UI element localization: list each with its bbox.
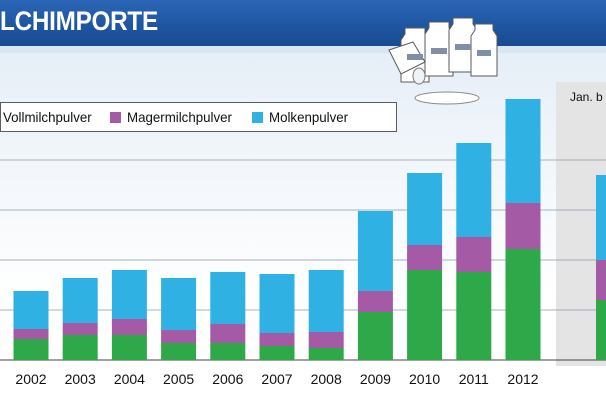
x-tick-label: 2002	[15, 371, 46, 387]
bar-partial-vollmilchpulver	[596, 300, 606, 360]
bar-molkenpulver-2006	[210, 272, 246, 324]
bar-vollmilchpulver-2010	[407, 270, 443, 360]
bar-partial-magermilchpulver	[596, 260, 606, 300]
bar-magermilchpulver-2009	[357, 291, 393, 312]
bar-magermilchpulver-2011	[456, 237, 492, 272]
x-tick-label: 2005	[163, 371, 194, 387]
bar-molkenpulver-2007	[259, 274, 295, 333]
x-tick-label: 2004	[114, 371, 145, 387]
bar-molkenpulver-2008	[308, 270, 344, 332]
bar-vollmilchpulver-2004	[111, 335, 147, 360]
partial-period-label: Jan. b	[570, 90, 603, 104]
legend-swatch-magermilchpulver	[110, 111, 122, 123]
x-tick-label: 2009	[360, 371, 391, 387]
bar-vollmilchpulver-2002	[13, 339, 49, 360]
legend-label: Molkenpulver	[268, 109, 348, 125]
bar-molkenpulver-2003	[62, 278, 98, 323]
bar-magermilchpulver-2002	[13, 329, 49, 339]
bar-vollmilchpulver-2005	[161, 343, 197, 360]
bar-molkenpulver-2004	[111, 270, 147, 319]
chart-title: LCHIMPORTE	[0, 6, 158, 36]
bar-molkenpulver-2002	[13, 291, 49, 329]
x-tick-label: 2010	[409, 371, 440, 387]
x-tick-label: 2008	[311, 371, 342, 387]
legend-swatch-molkenpulver	[251, 111, 263, 123]
x-tick-label: 2011	[459, 371, 489, 387]
bar-vollmilchpulver-2009	[357, 312, 393, 360]
bar-vollmilchpulver-2008	[308, 348, 344, 360]
x-tick-label: 2003	[65, 371, 96, 387]
bar-vollmilchpulver-2006	[210, 343, 246, 360]
chart-legend: Vollmilchpulver Magermilchpulver Molkenp…	[0, 102, 397, 132]
bar-magermilchpulver-2007	[259, 333, 295, 346]
bar-vollmilchpulver-2011	[456, 272, 492, 360]
legend-item-magermilchpulver: Magermilchpulver	[110, 109, 237, 125]
bar-molkenpulver-2005	[161, 278, 197, 330]
bar-molkenpulver-2011	[456, 143, 492, 237]
x-tick-label: 2006	[212, 371, 243, 387]
bar-magermilchpulver-2004	[111, 319, 147, 335]
bar-vollmilchpulver-2003	[62, 335, 98, 360]
milk-cans-icon	[385, 6, 503, 106]
legend-label: Vollmilchpulver	[3, 109, 92, 125]
bar-magermilchpulver-2012	[505, 203, 541, 249]
legend-item-vollmilchpulver: Vollmilchpulver	[1, 109, 96, 125]
bar-magermilchpulver-2006	[210, 324, 246, 343]
bar-molkenpulver-2012	[505, 99, 541, 203]
bar-magermilchpulver-2010	[407, 245, 443, 270]
legend-item-molkenpulver: Molkenpulver	[251, 109, 352, 125]
legend-label: Magermilchpulver	[127, 109, 233, 125]
bar-magermilchpulver-2003	[62, 323, 98, 335]
bar-molkenpulver-2010	[407, 173, 443, 245]
bar-vollmilchpulver-2012	[505, 249, 541, 360]
bar-magermilchpulver-2005	[161, 330, 197, 343]
header-underline	[0, 46, 606, 53]
header-bar: LCHIMPORTE	[0, 0, 606, 46]
x-tick-label: 2007	[261, 371, 292, 387]
bar-partial-molkenpulver	[596, 175, 606, 260]
bar-molkenpulver-2009	[357, 211, 393, 291]
bar-magermilchpulver-2008	[308, 332, 344, 348]
x-tick-label: 2012	[507, 371, 538, 387]
bar-vollmilchpulver-2007	[259, 346, 295, 360]
